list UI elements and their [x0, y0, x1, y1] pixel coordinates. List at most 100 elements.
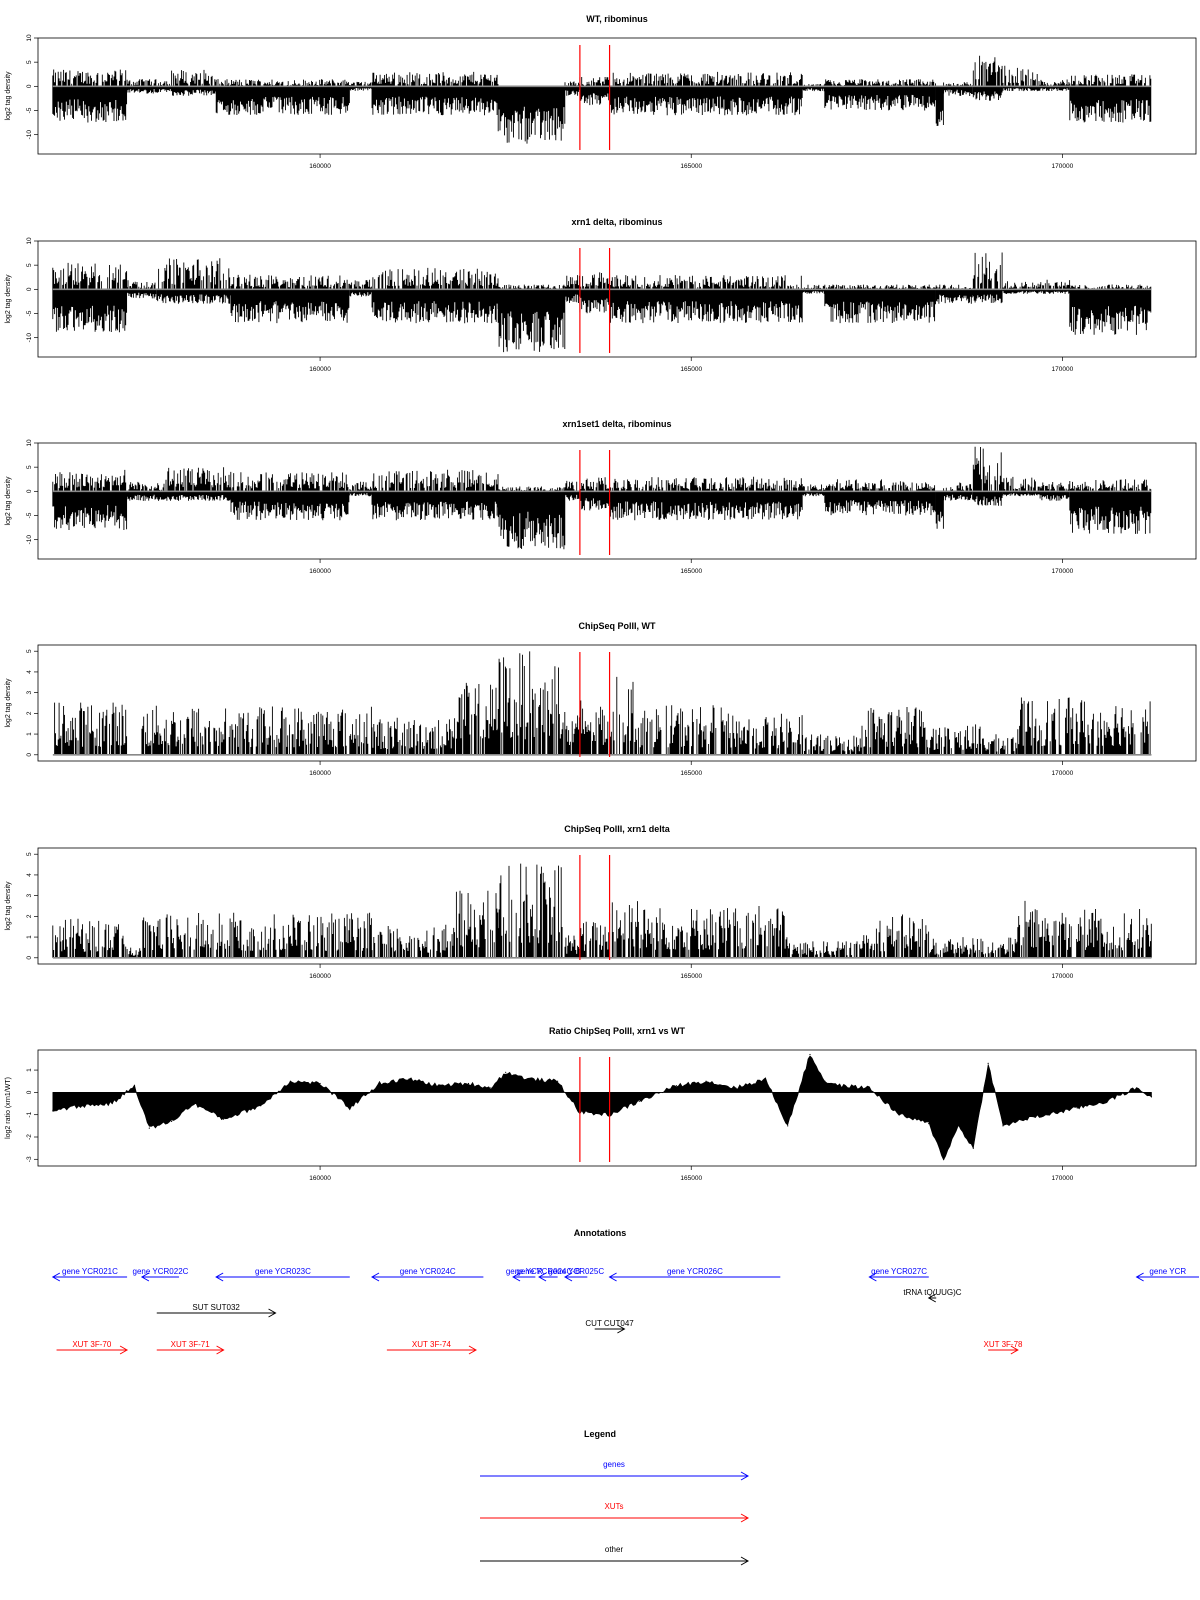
arrow-head: [268, 1308, 277, 1318]
x-tick-label: 165000: [680, 973, 702, 980]
ratio-point: [1046, 1114, 1049, 1116]
ratio-point: [81, 1105, 84, 1107]
annotation-label: XUT 3F-71: [171, 1340, 211, 1349]
density-segment: [579, 921, 610, 958]
annotation-label: gene YCR021C: [62, 1267, 118, 1276]
density-segment: [980, 734, 1018, 755]
density-bars: [861, 914, 930, 958]
panel-title: Ratio ChipSeq PolII, xrn1 vs WT: [549, 1026, 686, 1036]
density-segment: [215, 79, 350, 115]
annotation-label: gene YCR027C: [871, 1267, 927, 1276]
density-bars: [727, 713, 803, 755]
density-segment: [1017, 900, 1026, 958]
density-bars: [564, 275, 580, 303]
annotation-label: CUT CUT047: [585, 1319, 634, 1328]
y-tick-label: 1: [26, 732, 33, 736]
density-bars: [497, 651, 566, 755]
y-tick-label: 5: [26, 465, 33, 469]
density-bars: [371, 267, 499, 324]
density-bars: [52, 469, 128, 530]
density-bars: [565, 715, 580, 755]
legend-label: other: [605, 1545, 624, 1554]
annotation-label: gene YCR024C-B: [516, 1267, 580, 1276]
y-tick-label: 0: [26, 489, 33, 493]
annotation-label: XUT 3F-70: [72, 1340, 112, 1349]
annotation-xut: XUT 3F-74: [386, 1340, 477, 1355]
ratio-point: [987, 1062, 989, 1064]
legend-item-other: other: [480, 1545, 750, 1566]
ratio-point: [1024, 1118, 1026, 1120]
density-segment: [787, 941, 862, 958]
density-segment: [349, 481, 372, 497]
density-bars: [929, 724, 981, 755]
panel-title: ChipSeq PolII, xrn1 delta: [564, 824, 671, 834]
density-segment: [609, 901, 639, 958]
ratio-point: [1106, 1100, 1108, 1102]
legend-label: genes: [603, 1460, 625, 1469]
density-bars: [215, 79, 350, 115]
y-tick-label: -10: [26, 333, 33, 343]
x-tick-label: 170000: [1052, 1175, 1074, 1182]
plot-frame: [37, 240, 1197, 358]
ratio-point: [675, 1085, 677, 1087]
y-tick-label: 4: [26, 670, 33, 674]
density-segment: [802, 734, 862, 755]
annotation-xut: XUT 3F-78: [984, 1340, 1024, 1355]
density-segment: [1002, 279, 1071, 294]
density-segment: [564, 81, 580, 96]
density-segment: [579, 77, 610, 106]
density-segment: [609, 275, 803, 324]
density-bars: [1025, 909, 1152, 958]
ratio-point: [408, 1078, 410, 1080]
density-bars: [564, 935, 580, 958]
density-segment: [171, 69, 217, 96]
density-bars: [371, 924, 454, 958]
x-tick-label: 165000: [680, 770, 702, 777]
density-bars: [564, 81, 580, 96]
ratio-point: [378, 1082, 381, 1085]
panel-title: WT, ribominus: [586, 14, 648, 24]
density-bars: [1039, 482, 1070, 501]
ratio-point: [735, 1087, 737, 1089]
y-tick-label: 10: [26, 237, 33, 245]
density-segment: [230, 472, 350, 521]
density-segment: [1002, 476, 1041, 497]
y-tick-label: 0: [26, 956, 33, 960]
density-trace: [52, 446, 1152, 550]
density-bars: [609, 901, 639, 958]
density-bars: [1069, 284, 1152, 335]
y-tick-label: -5: [26, 107, 33, 113]
density-trace: [54, 651, 1151, 755]
ratio-point: [1150, 1096, 1153, 1098]
y-tick-label: -5: [26, 512, 33, 518]
density-bars: [142, 912, 372, 958]
density-segment: [802, 484, 825, 497]
density-bars: [802, 84, 825, 92]
density-segment: [126, 481, 165, 501]
density-bars: [52, 262, 128, 333]
arrow-head: [608, 1272, 617, 1282]
annotation-label: XUT 3F-78: [984, 1340, 1024, 1349]
density-segment: [156, 258, 232, 304]
panel-5: ChipSeq PolII, xrn1 delta log2 tag densit…: [5, 824, 1197, 980]
x-tick-label: 170000: [1052, 163, 1074, 170]
density-bars: [943, 482, 973, 501]
annotation-label: tRNA tQ(UUG)C: [903, 1288, 961, 1297]
annotation-gene: gene YCR: [1135, 1267, 1199, 1282]
density-segment: [230, 274, 350, 324]
annotation-label: gene YCR: [1149, 1267, 1186, 1276]
y-tick-label: -2: [26, 1134, 33, 1140]
density-bars: [453, 890, 499, 958]
density-bars: [639, 906, 788, 958]
density-segment: [126, 947, 142, 958]
ratio-point: [490, 1087, 492, 1089]
density-segment: [935, 491, 944, 529]
density-segment: [564, 935, 580, 958]
density-bars: [1017, 697, 1151, 755]
density-segment: [943, 82, 973, 96]
density-bars: [972, 252, 1003, 304]
y-tick-label: 5: [26, 263, 33, 267]
plot-frame: [37, 442, 1197, 560]
density-bars: [1039, 79, 1070, 91]
density-trace: [52, 252, 1152, 353]
